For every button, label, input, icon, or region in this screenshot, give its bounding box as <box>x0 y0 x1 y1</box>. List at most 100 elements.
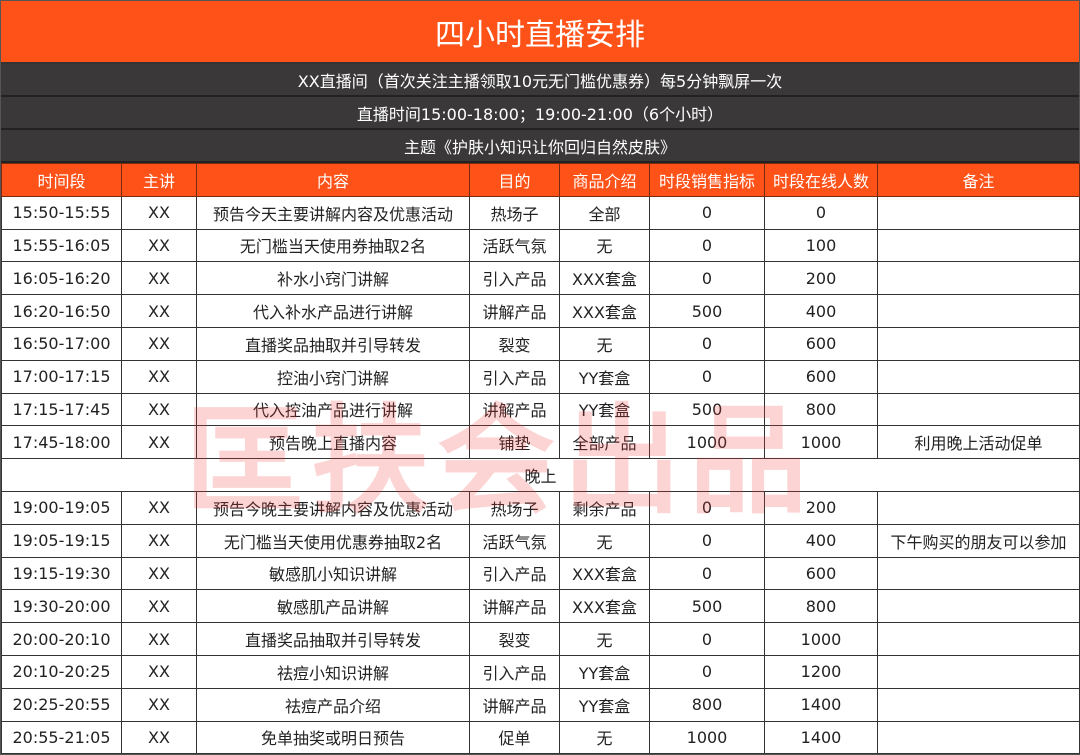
cell-sales-target: 500 <box>649 589 765 624</box>
cell-purpose: 促单 <box>469 720 560 755</box>
cell-online-count: 1400 <box>764 720 878 755</box>
cell-product: 无 <box>559 326 650 361</box>
column-header-sales-target: 时段销售指标 <box>649 163 765 197</box>
schedule-table: 时间段 主讲 内容 目的 商品介绍 时段销售指标 时段在线人数 备注 15:50-15:55 X… <box>1 163 1080 755</box>
table-row: 17:45-18:00 XX 预告晚上直播内容 铺垫 全部产品 1000 1000 利用晚上活… <box>1 425 1080 460</box>
cell-product: YY套盒 <box>559 392 650 427</box>
cell-purpose: 讲解产品 <box>469 294 560 328</box>
cell-remarks <box>877 654 1080 689</box>
cell-content: 控油小窍门讲解 <box>196 359 470 394</box>
cell-speaker: XX <box>121 523 197 558</box>
cell-sales-target: 0 <box>649 195 765 230</box>
cell-sales-target: 0 <box>649 556 765 591</box>
cell-online-count: 1200 <box>764 654 878 689</box>
table-row: 16:50-17:00 XX 直播奖品抽取并引导转发 裂变无 0 600 <box>1 326 1080 361</box>
cell-remarks <box>877 359 1080 394</box>
cell-sales-target: 0 <box>649 359 765 394</box>
cell-speaker: XX <box>121 261 197 296</box>
table-row: 20:55-21:05 XX 免单抽奖或明日预告 促单无 1000 1400 <box>1 720 1080 755</box>
cell-sales-target: 0 <box>649 326 765 361</box>
cell-product: 全部产品 <box>559 425 650 460</box>
header-row: 时间段 主讲 内容 目的 商品介绍 时段销售指标 时段在线人数 备注 <box>1 163 1080 197</box>
cell-online-count: 1400 <box>764 687 878 722</box>
cell-content: 免单抽奖或明日预告 <box>196 720 470 755</box>
cell-sales-target: 1000 <box>649 720 765 755</box>
cell-speaker: XX <box>121 228 197 263</box>
cell-content: 祛痘产品介绍 <box>196 687 470 722</box>
cell-purpose: 引入产品 <box>469 359 560 394</box>
cell-product: XXX套盒 <box>559 556 650 591</box>
cell-speaker: XX <box>121 720 197 755</box>
cell-time-slot: 16:20-16:50 <box>1 294 122 328</box>
cell-remarks <box>877 392 1080 427</box>
cell-remarks <box>877 720 1080 755</box>
cell-purpose: 热场子 <box>469 490 560 525</box>
cell-online-count: 600 <box>764 326 878 361</box>
cell-product: XXX套盒 <box>559 294 650 328</box>
cell-remarks <box>877 556 1080 591</box>
table-row: 15:55-16:05 XX 无门槛当天使用券抽取2名 活跃气氛无 0 100 <box>1 228 1080 263</box>
cell-speaker: XX <box>121 294 197 328</box>
cell-product: XXX套盒 <box>559 589 650 624</box>
cell-sales-target: 1000 <box>649 425 765 460</box>
table-row: 15:50-15:55 XX 预告今天主要讲解内容及优惠活动 热场子 全部 0 0 <box>1 195 1080 230</box>
table-row: 20:25-20:55 XX 祛痘产品介绍 讲解产品 YY套盒 800 1400 <box>1 687 1080 722</box>
cell-sales-target: 800 <box>649 687 765 722</box>
cell-content: 预告晚上直播内容 <box>196 425 470 460</box>
cell-product: 无 <box>559 720 650 755</box>
cell-online-count: 200 <box>764 261 878 296</box>
cell-time-slot: 17:15-17:45 <box>1 392 122 427</box>
cell-product: 无 <box>559 228 650 263</box>
column-header-content: 内容 <box>196 163 470 197</box>
table-row: 17:00-17:15 XX 控油小窍门讲解 引入产品 YY套盒 0 600 <box>1 359 1080 394</box>
cell-speaker: XX <box>121 589 197 624</box>
cell-online-count: 400 <box>764 523 878 558</box>
section-label-evening: 晚上 <box>1 458 1080 492</box>
cell-time-slot: 20:10-20:25 <box>1 654 122 689</box>
cell-remarks <box>877 294 1080 328</box>
column-header-time-slot: 时间段 <box>1 163 122 197</box>
cell-purpose: 裂变 <box>469 622 560 656</box>
cell-time-slot: 20:00-20:10 <box>1 622 122 656</box>
cell-time-slot: 19:05-19:15 <box>1 523 122 558</box>
column-header-online-count: 时段在线人数 <box>764 163 878 197</box>
cell-content: 直播奖品抽取并引导转发 <box>196 622 470 656</box>
cell-content: 敏感肌小知识讲解 <box>196 556 470 591</box>
cell-time-slot: 16:50-17:00 <box>1 326 122 361</box>
cell-time-slot: 19:15-19:30 <box>1 556 122 591</box>
cell-online-count: 400 <box>764 294 878 328</box>
cell-time-slot: 20:55-21:05 <box>1 720 122 755</box>
cell-content: 代入补水产品进行讲解 <box>196 294 470 328</box>
cell-online-count: 1000 <box>764 622 878 656</box>
cell-product: XXX套盒 <box>559 261 650 296</box>
cell-online-count: 600 <box>764 556 878 591</box>
cell-content: 代入控油产品进行讲解 <box>196 392 470 427</box>
cell-time-slot: 16:05-16:20 <box>1 261 122 296</box>
cell-product: YY套盒 <box>559 654 650 689</box>
cell-purpose: 讲解产品 <box>469 392 560 427</box>
cell-time-slot: 15:55-16:05 <box>1 228 122 263</box>
cell-product: YY套盒 <box>559 359 650 394</box>
cell-remarks: 利用晚上活动促单 <box>877 425 1080 460</box>
table-row: 20:10-20:25 XX 祛痘小知识讲解 引入产品 YY套盒 0 1200 <box>1 654 1080 689</box>
table-row: 17:15-17:45 XX 代入控油产品进行讲解 讲解产品 YY套盒 500 800 <box>1 392 1080 427</box>
cell-purpose: 引入产品 <box>469 261 560 296</box>
table-row: 19:30-20:00 XX 敏感肌产品讲解 讲解产品 XXX套盒 500 800 <box>1 589 1080 624</box>
cell-sales-target: 500 <box>649 294 765 328</box>
cell-speaker: XX <box>121 392 197 427</box>
cell-content: 敏感肌产品讲解 <box>196 589 470 624</box>
table-row: 20:00-20:10 XX 直播奖品抽取并引导转发 裂变无 0 1000 <box>1 622 1080 656</box>
table-row: 19:15-19:30 XX 敏感肌小知识讲解 引入产品 XXX套盒 0 600 <box>1 556 1080 591</box>
cell-purpose: 讲解产品 <box>469 687 560 722</box>
cell-remarks <box>877 687 1080 722</box>
cell-content: 祛痘小知识讲解 <box>196 654 470 689</box>
cell-product: 无 <box>559 523 650 558</box>
cell-sales-target: 0 <box>649 490 765 525</box>
cell-content: 补水小窍门讲解 <box>196 261 470 296</box>
cell-speaker: XX <box>121 654 197 689</box>
cell-time-slot: 15:50-15:55 <box>1 195 122 230</box>
cell-content: 直播奖品抽取并引导转发 <box>196 326 470 361</box>
cell-online-count: 100 <box>764 228 878 263</box>
column-header-purpose: 目的 <box>469 163 560 197</box>
